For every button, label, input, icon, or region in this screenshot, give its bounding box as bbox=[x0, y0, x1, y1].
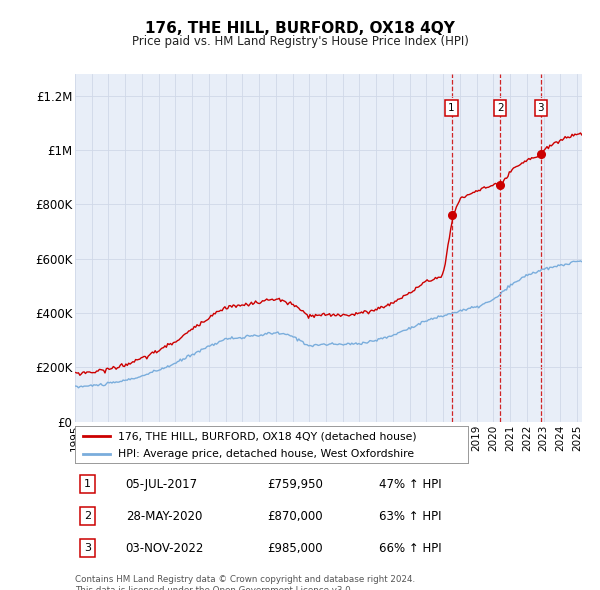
Text: 66% ↑ HPI: 66% ↑ HPI bbox=[379, 542, 442, 555]
Text: 47% ↑ HPI: 47% ↑ HPI bbox=[379, 478, 442, 491]
Text: HPI: Average price, detached house, West Oxfordshire: HPI: Average price, detached house, West… bbox=[118, 449, 415, 459]
Text: 1: 1 bbox=[84, 479, 91, 489]
Text: £870,000: £870,000 bbox=[268, 510, 323, 523]
Text: £985,000: £985,000 bbox=[268, 542, 323, 555]
Text: 1: 1 bbox=[448, 103, 455, 113]
Text: 28-MAY-2020: 28-MAY-2020 bbox=[126, 510, 202, 523]
Text: £759,950: £759,950 bbox=[268, 478, 323, 491]
Text: 3: 3 bbox=[538, 103, 544, 113]
Text: 2: 2 bbox=[497, 103, 503, 113]
Text: 03-NOV-2022: 03-NOV-2022 bbox=[126, 542, 204, 555]
Text: 176, THE HILL, BURFORD, OX18 4QY: 176, THE HILL, BURFORD, OX18 4QY bbox=[145, 21, 455, 35]
Text: 176, THE HILL, BURFORD, OX18 4QY (detached house): 176, THE HILL, BURFORD, OX18 4QY (detach… bbox=[118, 431, 417, 441]
Text: 05-JUL-2017: 05-JUL-2017 bbox=[126, 478, 198, 491]
Text: 3: 3 bbox=[84, 543, 91, 553]
Text: 63% ↑ HPI: 63% ↑ HPI bbox=[379, 510, 442, 523]
Text: Price paid vs. HM Land Registry's House Price Index (HPI): Price paid vs. HM Land Registry's House … bbox=[131, 35, 469, 48]
Text: 2: 2 bbox=[84, 512, 91, 521]
Text: Contains HM Land Registry data © Crown copyright and database right 2024.
This d: Contains HM Land Registry data © Crown c… bbox=[75, 575, 415, 590]
